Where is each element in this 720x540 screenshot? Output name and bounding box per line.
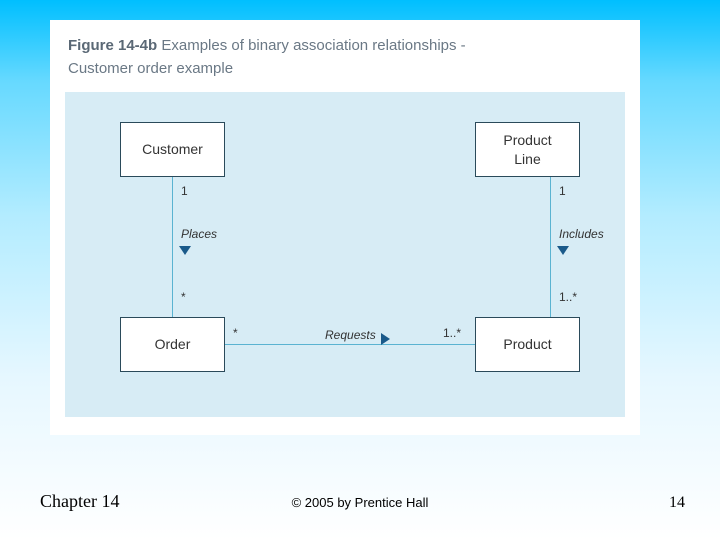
assoc-includes: Includes bbox=[559, 227, 604, 241]
arrow-requests-icon bbox=[381, 333, 390, 345]
class-label: Customer bbox=[142, 140, 203, 158]
edge-customer-order bbox=[172, 177, 173, 317]
mult-product-req-1star: 1..* bbox=[443, 326, 461, 340]
class-order: Order bbox=[120, 317, 225, 372]
mult-productline-1: 1 bbox=[559, 184, 566, 198]
edge-productline-product bbox=[550, 177, 551, 317]
class-product-line: Product Line bbox=[475, 122, 580, 177]
mult-order-star: * bbox=[181, 290, 186, 304]
mult-product-1star: 1..* bbox=[559, 290, 577, 304]
figure-caption: Figure 14-4b Examples of binary associat… bbox=[50, 20, 640, 88]
page-number: 14 bbox=[669, 494, 685, 512]
copyright-text: © 2005 by Prentice Hall bbox=[0, 495, 720, 510]
arrow-places-icon bbox=[179, 246, 191, 255]
class-label: Product Line bbox=[503, 131, 551, 167]
mult-order-req-star: * bbox=[233, 326, 238, 340]
figure-panel: Figure 14-4b Examples of binary associat… bbox=[50, 20, 640, 435]
figure-number: Figure 14-4b bbox=[68, 37, 157, 54]
figure-subtitle: Customer order example bbox=[68, 58, 622, 81]
assoc-requests: Requests bbox=[325, 328, 376, 342]
uml-diagram: Customer Order Product Line Product 1 Pl… bbox=[65, 92, 625, 417]
assoc-places: Places bbox=[181, 227, 217, 241]
mult-customer-1: 1 bbox=[181, 184, 188, 198]
class-label: Product bbox=[503, 335, 551, 353]
class-product: Product bbox=[475, 317, 580, 372]
edge-order-product bbox=[225, 344, 475, 345]
caption-line-1: Figure 14-4b Examples of binary associat… bbox=[68, 35, 622, 58]
class-label: Order bbox=[155, 335, 191, 353]
figure-title: Examples of binary association relations… bbox=[161, 37, 465, 54]
arrow-includes-icon bbox=[557, 246, 569, 255]
class-customer: Customer bbox=[120, 122, 225, 177]
